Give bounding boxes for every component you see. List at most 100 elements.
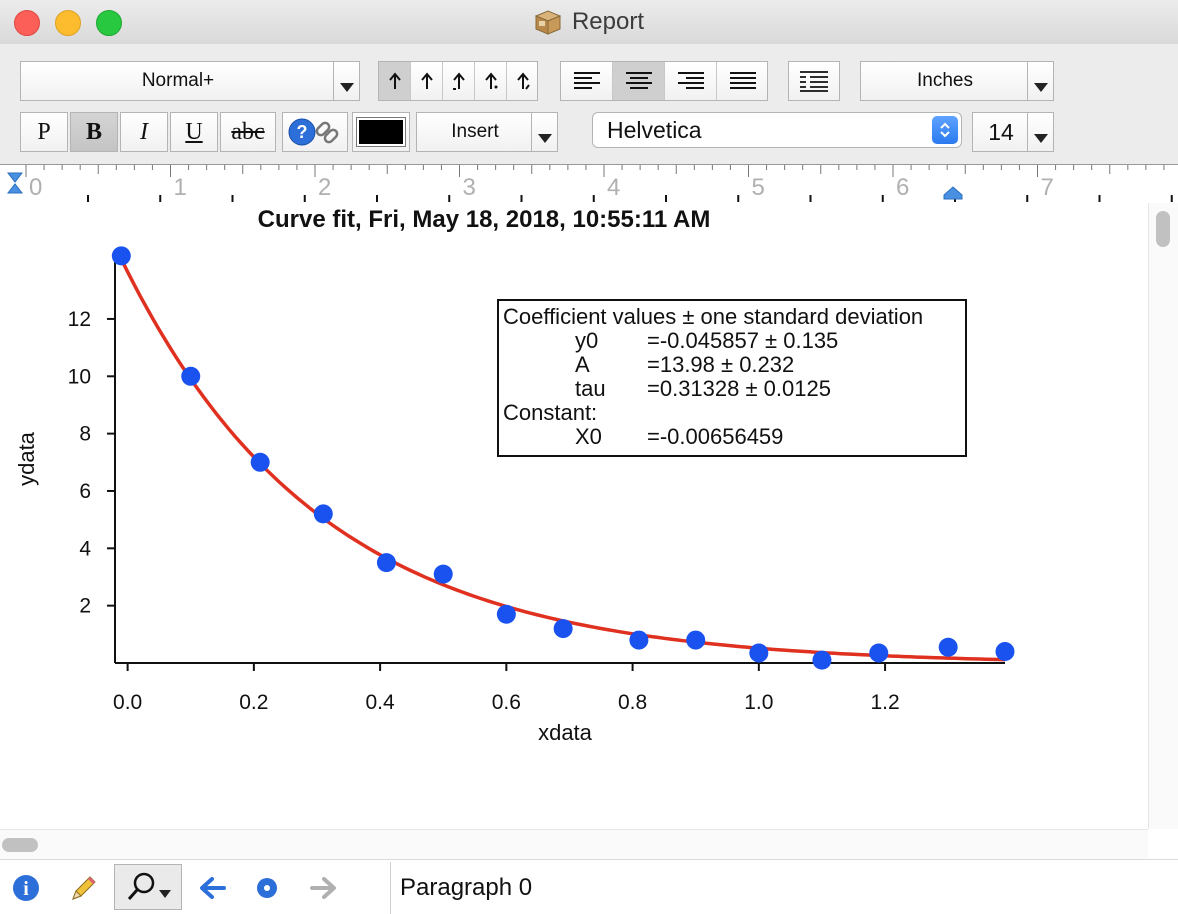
data-point [111, 246, 131, 266]
const-value-x0: =-0.00656459 [647, 424, 783, 449]
coefficient-header: Coefficient values ± one standard deviat… [503, 304, 923, 329]
data-point [686, 630, 706, 650]
x-tick-label: 0.4 [366, 691, 396, 714]
horizontal-scrollbar[interactable] [0, 829, 1148, 860]
font-size-label: 14 [988, 118, 1014, 145]
data-points [111, 246, 1015, 670]
ruler-label: 5 [752, 174, 765, 201]
document-area[interactable]: Curve fit, Fri, May 18, 2018, 10:55:11 A… [0, 203, 1148, 829]
magnifier-icon [127, 872, 155, 900]
ruler[interactable]: 0 1 2 3 4 5 6 7 [0, 164, 1178, 204]
coef-name-y0: y0 [575, 328, 598, 353]
align-right-icon [677, 72, 704, 89]
x-tick-label: 1.0 [744, 691, 773, 714]
spacing-5-button[interactable] [507, 62, 539, 100]
chart-title: Curve fit, Fri, May 18, 2018, 10:55:11 A… [258, 206, 711, 233]
svg-text:i: i [23, 878, 29, 900]
ruler-label: 4 [607, 174, 620, 201]
strikethrough-button[interactable]: abc [220, 112, 276, 152]
tabs-button[interactable] [788, 61, 840, 101]
close-button[interactable] [14, 10, 40, 36]
chevron-down-icon [1027, 113, 1053, 151]
data-point [313, 504, 333, 524]
x-tick-label: 0.6 [492, 691, 521, 714]
spacing-1-button[interactable] [379, 62, 411, 100]
ruler-label: 1 [174, 174, 187, 201]
data-point [749, 643, 769, 663]
data-point [629, 630, 649, 650]
insert-button[interactable]: Insert [416, 112, 558, 152]
vertical-scrollbar[interactable] [1148, 203, 1178, 829]
pencil-button[interactable] [64, 866, 100, 910]
y-tick-label: 2 [79, 595, 91, 618]
data-point [376, 553, 396, 573]
align-justify-button[interactable] [717, 62, 769, 100]
x-tick-label: 0.8 [618, 691, 647, 714]
status-bar: i [0, 859, 1178, 914]
window-title: Report [571, 8, 645, 35]
zoom-button[interactable] [96, 10, 122, 36]
line-spacing-atleast-icon [517, 72, 530, 90]
x-axis-label: xdata [538, 720, 593, 745]
data-point [496, 604, 516, 624]
line-spacing-single-icon [388, 72, 401, 89]
align-left-button[interactable] [561, 62, 613, 100]
align-center-icon [625, 72, 652, 89]
constant-label: Constant: [503, 400, 597, 425]
chevron-down-icon [333, 62, 359, 100]
font-size-select[interactable]: 14 [972, 112, 1054, 152]
right-indent-marker-icon[interactable] [942, 185, 964, 201]
tabbed-text-icon [800, 71, 828, 92]
spacing-group [378, 61, 538, 101]
ruler-label: 6 [896, 174, 909, 201]
left-indent-marker-icon[interactable] [6, 171, 26, 195]
alignment-group [560, 61, 768, 101]
back-button[interactable] [194, 866, 230, 910]
align-right-button[interactable] [665, 62, 717, 100]
x-tick-label: 0.0 [113, 691, 142, 714]
style-select[interactable]: Normal+ [20, 61, 360, 101]
text-color-button[interactable] [352, 112, 410, 152]
curve-fit-chart: Curve fit, Fri, May 18, 2018, 10:55:11 A… [14, 206, 1015, 745]
y-tick-label: 10 [68, 365, 91, 388]
info-icon: i [13, 875, 39, 901]
data-point [869, 643, 889, 663]
plain-style-button[interactable]: P [20, 112, 68, 152]
units-select-label: Inches [917, 70, 973, 91]
arrow-right-icon [310, 877, 336, 899]
font-select-label: Helvetica [607, 116, 702, 143]
line-spacing-double-icon [452, 72, 465, 90]
coef-name-tau: tau [575, 376, 606, 401]
info-button[interactable]: i [8, 866, 44, 910]
units-select[interactable]: Inches [860, 61, 1054, 101]
spacing-2-button[interactable] [411, 62, 443, 100]
magnify-button[interactable] [114, 864, 182, 910]
vertical-scroll-thumb[interactable] [1156, 211, 1170, 247]
ruler-label: 3 [463, 174, 476, 201]
chevron-down-icon [531, 113, 557, 151]
x-tick-label: 0.2 [239, 691, 268, 714]
y-tick-label: 12 [68, 308, 91, 331]
help-link-button[interactable]: ? [282, 112, 348, 152]
bold-button[interactable]: B [70, 112, 118, 152]
bold-label: B [85, 118, 102, 145]
forward-button[interactable] [306, 866, 342, 910]
underline-label: U [185, 118, 203, 145]
pencil-icon [72, 876, 96, 900]
ruler-scale: 0 1 2 3 4 5 6 7 [25, 165, 1173, 202]
underline-button[interactable]: U [170, 112, 218, 152]
italic-button[interactable]: I [120, 112, 168, 152]
coef-value-y0: =-0.045857 ± 0.135 [647, 328, 838, 353]
minimize-button[interactable] [55, 10, 81, 36]
home-dot-button[interactable] [252, 866, 282, 910]
horizontal-scroll-thumb[interactable] [2, 838, 38, 852]
spacing-4-button[interactable] [475, 62, 507, 100]
plain-style-label: P [37, 118, 51, 145]
align-center-button[interactable] [613, 62, 665, 100]
align-left-icon [573, 72, 600, 89]
spacing-3-button[interactable] [443, 62, 475, 100]
font-select[interactable]: Helvetica [592, 112, 962, 148]
line-spacing-exact-icon [484, 72, 497, 89]
arrow-left-icon [200, 877, 226, 899]
coef-value-tau: =0.31328 ± 0.0125 [647, 376, 831, 401]
